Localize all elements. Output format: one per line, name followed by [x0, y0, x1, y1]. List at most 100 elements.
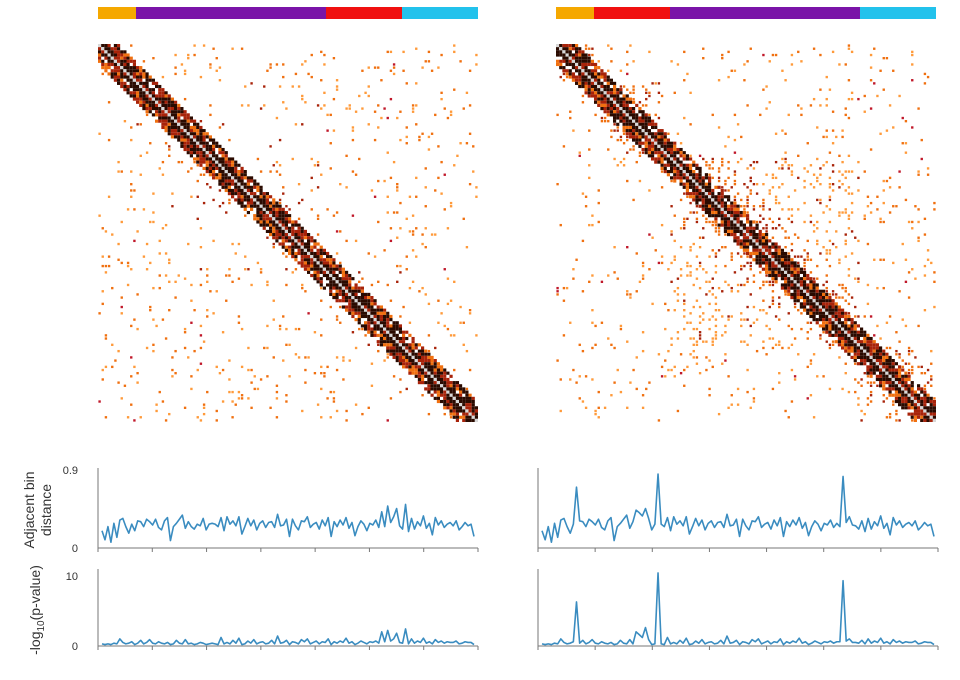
contact-cell — [793, 283, 797, 287]
contact-cell — [689, 192, 693, 196]
contact-cell — [695, 185, 699, 189]
contact-cell — [645, 91, 648, 95]
contact-cell — [332, 286, 336, 290]
contact-cell — [398, 343, 402, 347]
contact-cell — [800, 60, 803, 63]
contact-cell — [117, 66, 121, 70]
contact-cell — [752, 208, 756, 211]
contact-cell — [641, 135, 645, 139]
contact-cell — [256, 214, 260, 218]
contact-cell — [126, 56, 130, 60]
contact-cell — [743, 283, 746, 287]
contact-cell — [771, 242, 775, 246]
contact-cell — [774, 267, 778, 271]
contact-cell — [869, 368, 873, 372]
contact-cell — [784, 280, 788, 284]
contact-cell — [591, 346, 594, 350]
contact-cell — [408, 349, 412, 353]
contact-cell — [869, 148, 873, 151]
contact-cell — [844, 107, 847, 110]
contact-cell — [117, 44, 121, 48]
contact-cell — [648, 381, 651, 384]
contact-cell — [619, 91, 623, 95]
contact-cell — [389, 333, 393, 337]
contact-cell — [701, 188, 705, 193]
contact-cell — [158, 94, 162, 98]
contact-cell — [806, 289, 810, 293]
contact-cell — [304, 368, 307, 372]
contact-cell — [689, 353, 692, 356]
contact-cell — [164, 337, 168, 340]
contact-cell — [654, 125, 658, 130]
contact-cell — [705, 164, 708, 167]
contact-cell — [743, 63, 746, 66]
contact-cell — [189, 141, 193, 145]
contact-cell — [117, 381, 120, 384]
contact-cell — [367, 302, 371, 306]
contact-cell — [139, 123, 142, 126]
contact-cell — [161, 227, 165, 230]
contact-cell — [436, 371, 440, 375]
contact-cell — [759, 286, 762, 290]
contact-cell — [285, 327, 288, 331]
contact-cell — [399, 264, 402, 268]
contact-cell — [721, 53, 724, 57]
contact-cell — [701, 204, 705, 208]
contact-cell — [841, 333, 845, 337]
contact-cell — [152, 211, 155, 214]
contact-cell — [218, 371, 222, 375]
contact-cell — [227, 176, 231, 180]
contact-cell — [177, 122, 181, 126]
contact-cell — [307, 270, 311, 274]
contact-cell — [572, 277, 575, 280]
contact-cell — [199, 362, 203, 365]
contact-cell — [866, 371, 870, 375]
contact-cell — [838, 179, 841, 183]
contact-cell — [559, 409, 562, 413]
contact-cell — [663, 154, 667, 158]
contact-cell — [189, 132, 193, 136]
contact-cell — [148, 78, 152, 82]
contact-cell — [148, 100, 152, 104]
contact-cell — [654, 249, 657, 252]
contact-cell — [844, 362, 847, 365]
contact-cell — [654, 113, 657, 117]
contact-cell — [797, 50, 800, 54]
contact-cell — [758, 236, 762, 240]
contact-cell — [594, 75, 598, 79]
contact-cell — [170, 132, 174, 136]
contact-cell — [673, 160, 677, 164]
contact-cell — [704, 188, 708, 193]
contact-cell — [449, 113, 453, 117]
contact-cell — [389, 336, 393, 341]
contact-cell — [587, 81, 591, 85]
contact-cell — [218, 189, 222, 192]
contact-cell — [733, 210, 737, 215]
contact-cell — [704, 182, 708, 186]
contact-cell — [683, 227, 686, 230]
contact-cell — [471, 399, 475, 404]
contact-cell — [104, 56, 108, 60]
contact-cell — [307, 251, 311, 256]
contact-cell — [812, 416, 816, 419]
contact-cell — [663, 141, 667, 145]
contact-cell — [142, 88, 146, 92]
contact-cell — [443, 374, 447, 378]
contact-cell — [705, 220, 708, 224]
contact-cell — [446, 396, 450, 400]
contact-cell — [199, 119, 203, 123]
contact-cell — [619, 160, 623, 164]
contact-cell — [797, 154, 800, 158]
contact-cell — [638, 280, 642, 284]
contact-cell — [402, 343, 406, 347]
contact-cell — [721, 157, 724, 161]
contact-cell — [907, 374, 911, 378]
contact-cell — [784, 151, 787, 154]
contact-cell — [682, 182, 686, 186]
contact-cell — [196, 164, 199, 167]
contact-cell — [885, 179, 889, 183]
contact-cell — [329, 286, 333, 290]
contact-cell — [367, 292, 371, 296]
contact-cell — [107, 101, 111, 104]
right-pvalue-plot — [537, 569, 939, 650]
